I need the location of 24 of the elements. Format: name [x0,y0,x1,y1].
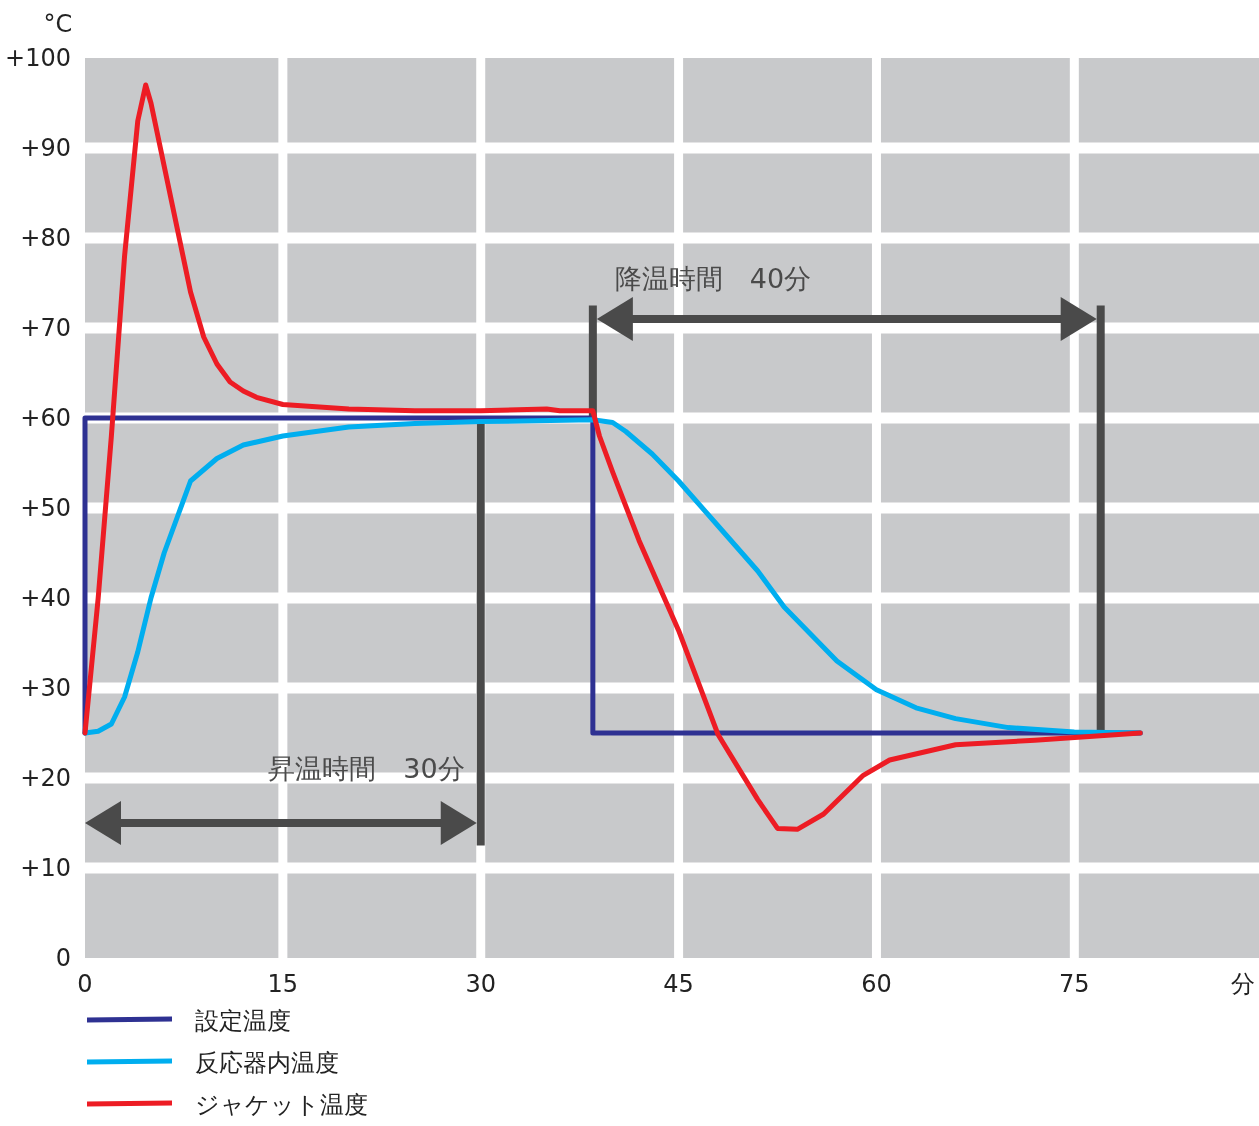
y-tick-label: +70 [20,314,71,342]
x-tick-label: 60 [861,970,892,998]
x-axis-title: 分 [1231,970,1255,998]
ref-line-label: 降温時間 40分 [614,262,812,294]
y-tick-label: +40 [20,584,71,612]
legend-label: ジャケット温度 [195,1091,368,1119]
ref-line-label: 昇温時間 30分 [268,753,465,784]
y-tick-label: +30 [20,674,71,702]
y-tick-label: +80 [20,224,71,252]
y-tick-label: +10 [20,854,71,882]
y-tick-label: +100 [5,44,71,72]
legend-label: 設定温度 [195,1007,291,1035]
x-tick-label: 30 [465,970,496,998]
x-tick-label: 0 [77,970,93,998]
legend-label: 反応器内温度 [195,1049,339,1077]
y-tick-label: +90 [20,134,71,162]
y-tick-label: +50 [20,494,71,522]
x-tick-label: 45 [663,970,694,998]
x-tick-label: 15 [267,970,299,998]
y-tick-label: +60 [20,404,71,432]
x-tick-label: 75 [1059,970,1090,998]
y-axis-title: °C [43,10,73,38]
y-tick-label: 0 [55,944,71,972]
y-tick-label: +20 [20,764,71,792]
